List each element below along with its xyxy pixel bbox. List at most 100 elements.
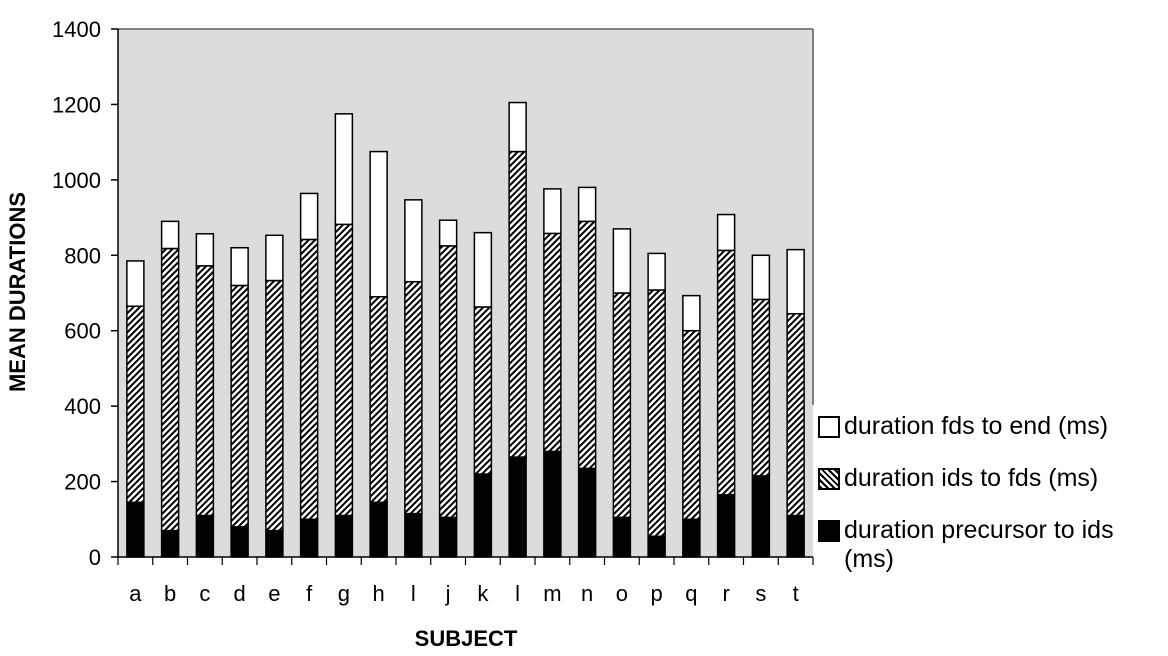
- legend-swatch-white: [818, 416, 840, 438]
- x-tick-label: p: [651, 581, 663, 606]
- bar-segment: [716, 494, 736, 558]
- x-tick-label: n: [581, 581, 593, 606]
- bar-segment: [369, 150, 388, 298]
- bar-segment: [369, 501, 388, 558]
- y-tick-label: 1000: [52, 168, 101, 193]
- x-tick-label: h: [373, 581, 385, 606]
- bar-segment: [299, 518, 319, 558]
- x-tick-label: f: [306, 581, 313, 606]
- bar-segment: [612, 292, 632, 519]
- bar-segment: [751, 475, 771, 558]
- bar-segment: [369, 296, 388, 504]
- x-tick-label: b: [164, 581, 176, 606]
- bar-segment: [508, 101, 527, 153]
- legend-item-precursor-to-ids: duration precursor to ids (ms): [818, 516, 1163, 574]
- plot-area: [118, 29, 813, 557]
- y-tick-label: 800: [64, 243, 101, 268]
- bar-segment: [404, 512, 423, 558]
- bar-segment: [195, 265, 215, 517]
- bar-segment: [160, 220, 180, 250]
- bar-segment: [160, 247, 180, 532]
- bar-segment: [126, 305, 145, 504]
- bar-segment: [682, 518, 701, 558]
- bar-segment: [404, 280, 423, 515]
- bar-segment: [577, 220, 597, 470]
- legend-label: duration ids to fds (ms): [844, 464, 1099, 492]
- y-tick-label: 200: [64, 470, 101, 495]
- y-tick-label: 0: [89, 545, 101, 570]
- legend-item-ids-to-fds: duration ids to fds (ms): [818, 464, 1163, 493]
- bar-segment: [786, 312, 805, 517]
- legend-swatch-hatch: [818, 468, 840, 490]
- x-tick-label: t: [793, 581, 799, 606]
- bar-segment: [404, 199, 423, 283]
- x-tick-label: g: [338, 581, 350, 606]
- x-axis-title: SUBJECT: [415, 626, 518, 651]
- bar-segment: [438, 245, 458, 519]
- y-tick-label: 600: [64, 319, 101, 344]
- bar-segment: [647, 289, 666, 538]
- bar-segment: [647, 535, 666, 558]
- bar-segment: [230, 246, 249, 287]
- x-tick-label: d: [234, 581, 246, 606]
- bar-segment: [543, 188, 562, 235]
- bar-segment: [716, 213, 736, 252]
- bar-segment: [786, 514, 805, 558]
- bar-segment: [682, 294, 701, 332]
- y-tick-label: 1200: [52, 92, 101, 117]
- bar-segment: [508, 456, 527, 558]
- x-tick-label: j: [445, 581, 451, 606]
- bar-segment: [751, 254, 771, 301]
- bar-segment: [612, 228, 632, 294]
- bar-segment: [230, 526, 249, 558]
- bar-segment: [195, 233, 215, 267]
- legend-item-fds-to-end: duration fds to end (ms): [818, 412, 1163, 441]
- x-tick-label: a: [129, 581, 142, 606]
- bar-segment: [299, 192, 319, 241]
- bar-segment: [334, 223, 354, 517]
- bar-segment: [647, 252, 666, 291]
- bar-segment: [473, 231, 493, 308]
- bar-segment: [716, 249, 736, 496]
- bar-segment: [230, 284, 249, 528]
- x-tick-label: r: [722, 581, 729, 606]
- bar-segment: [473, 306, 493, 475]
- x-tick-label: k: [477, 581, 489, 606]
- bar-segment: [786, 248, 805, 315]
- x-tick-label: m: [543, 581, 561, 606]
- y-tick-label: 400: [64, 394, 101, 419]
- legend: duration fds to end (ms) duration ids to…: [818, 412, 1163, 574]
- bar-segment: [126, 501, 145, 558]
- bar-segment: [543, 232, 562, 453]
- x-tick-label: c: [199, 581, 210, 606]
- bar-segment: [265, 234, 284, 282]
- x-tick-label: s: [755, 581, 766, 606]
- bar-segment: [334, 113, 354, 226]
- x-tick-label: o: [616, 581, 628, 606]
- bar-segment: [299, 238, 319, 521]
- bar-segment: [126, 260, 145, 307]
- bar-segment: [751, 298, 771, 477]
- y-tick-label: 1400: [52, 17, 101, 42]
- bar-segment: [195, 514, 215, 558]
- x-tick-label: l: [515, 581, 520, 606]
- bar-segment: [577, 186, 597, 223]
- bar-segment: [473, 473, 493, 558]
- bar-segment: [682, 329, 701, 521]
- y-axis-title: MEAN DURATIONS: [5, 192, 30, 392]
- bar-segment: [160, 529, 180, 558]
- bar-segment: [612, 516, 632, 558]
- x-tick-label: q: [685, 581, 697, 606]
- bar-segment: [265, 529, 284, 558]
- legend-label: duration precursor to ids (ms): [844, 516, 1114, 573]
- bar-segment: [438, 516, 458, 558]
- bar-segment: [438, 219, 458, 247]
- bar-segment: [543, 450, 562, 558]
- bar-segment: [265, 279, 284, 532]
- bar-segment: [577, 467, 597, 558]
- bar-segment: [508, 150, 527, 458]
- legend-swatch-black: [818, 520, 840, 542]
- x-tick-label: e: [268, 581, 280, 606]
- legend-label: duration fds to end (ms): [844, 412, 1109, 440]
